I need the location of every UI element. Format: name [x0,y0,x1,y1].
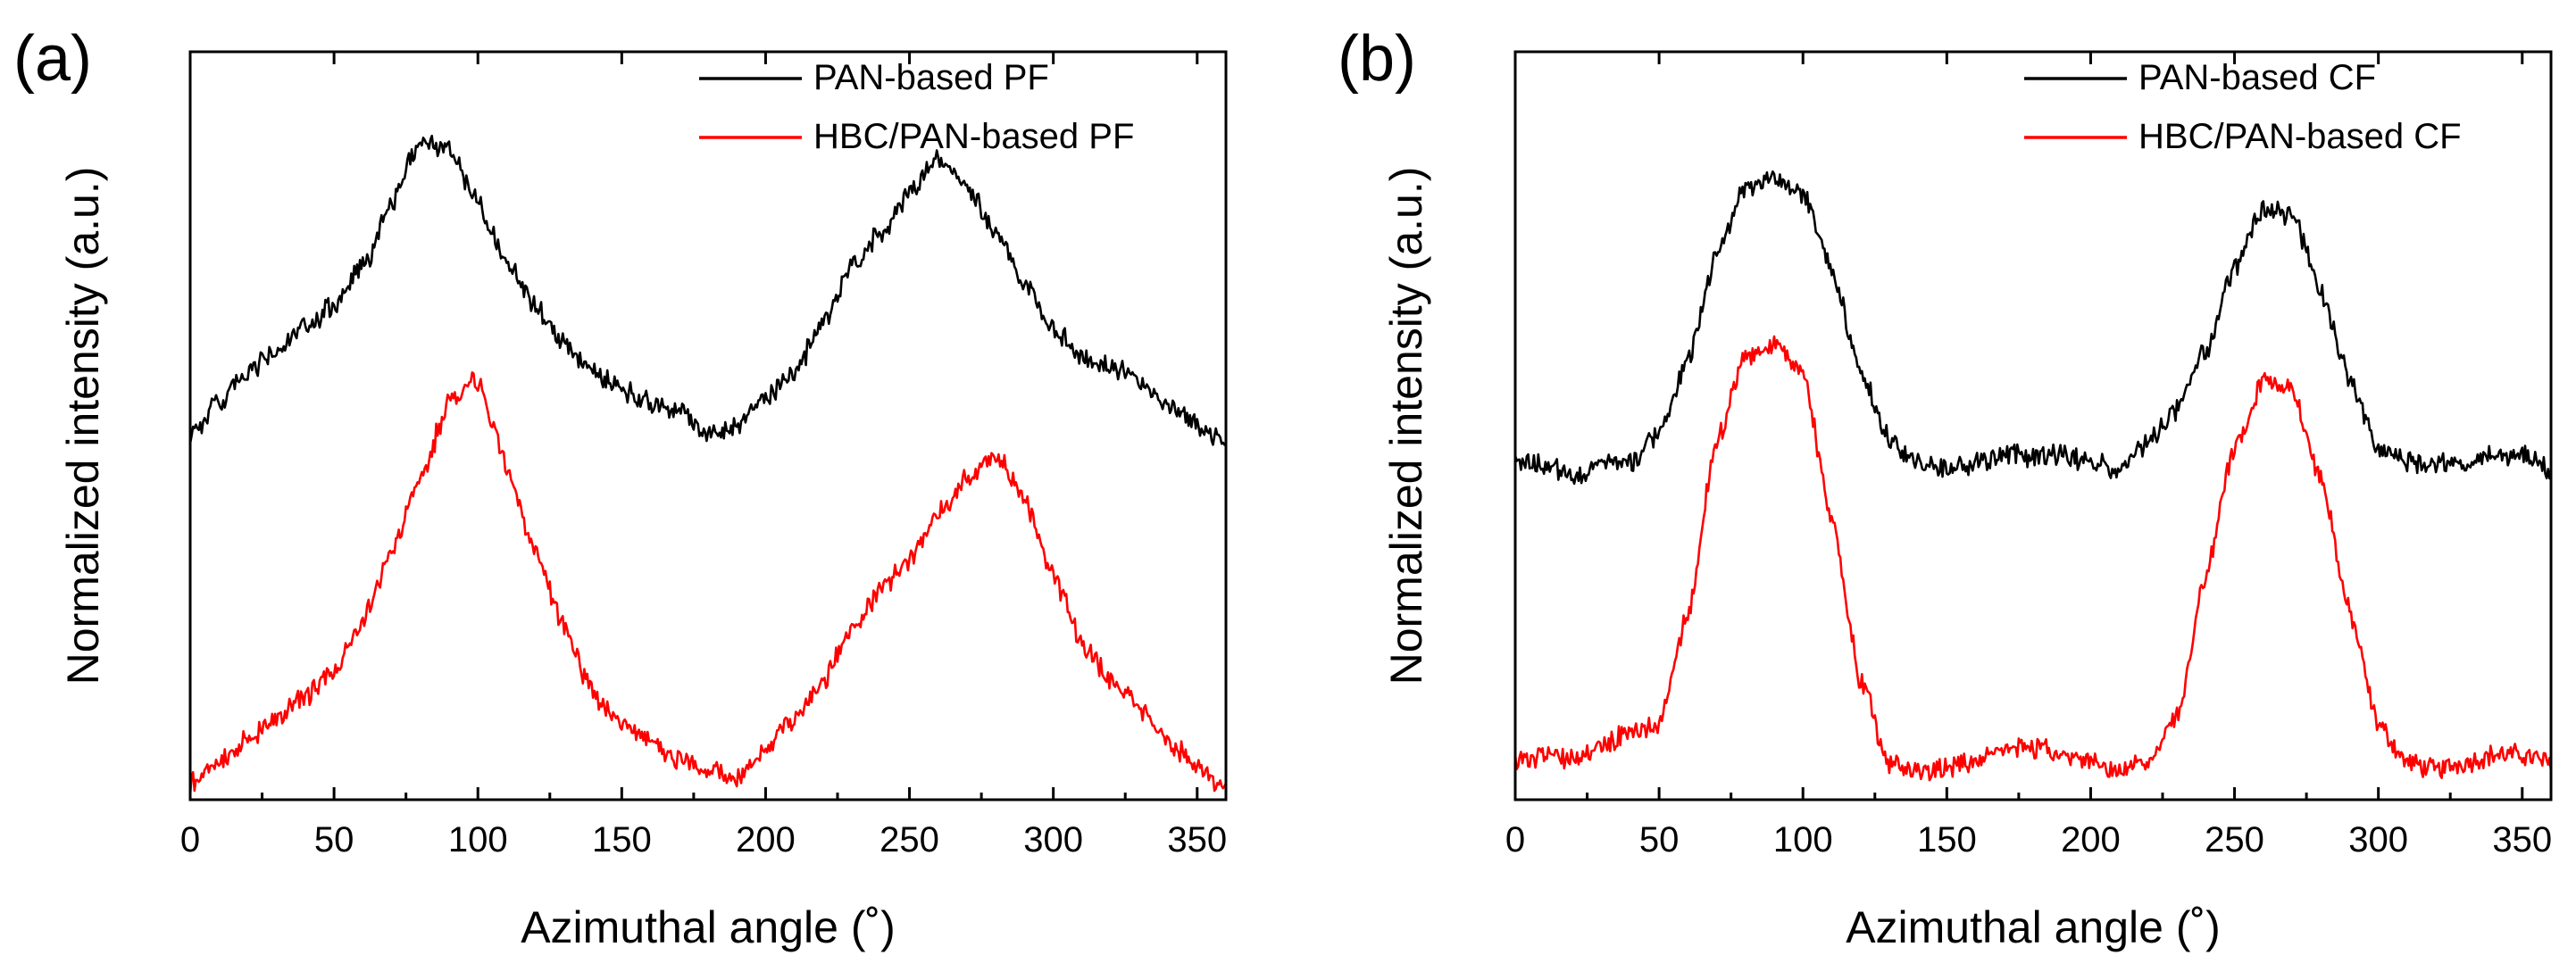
x-tick-label: 150 [1917,820,1977,860]
x-tick-label: 350 [2492,820,2552,860]
legend-label: HBC/PAN-based PF [813,117,1134,156]
panel-label: (a) [13,23,92,95]
x-tick-label: 300 [2348,820,2408,860]
y-axis-title: Normalized intensity (a.u.) [58,167,108,685]
panel-label: (b) [1338,23,1416,95]
x-tick-label: 200 [2061,820,2121,860]
x-tick-label: 150 [592,820,652,860]
x-tick-label: 250 [2205,820,2264,860]
x-axis-title: Azimuthal angle (˚) [521,902,896,952]
x-tick-label: 100 [1773,820,1833,860]
x-tick-label: 250 [880,820,939,860]
x-tick-label: 350 [1167,820,1227,860]
plot-frame [1513,50,2553,801]
x-tick-label: 0 [1505,820,1525,860]
series-line-1 [188,134,1228,446]
series-line-2 [188,371,1228,795]
chart-panel-b: (b) 0 50 100 150 200 250 300 350 Azimuthal angle … [1338,23,2553,952]
x-tick-label: 100 [448,820,508,860]
x-tick-label: 50 [314,820,354,860]
plot-frame [188,50,1228,801]
x-tick-label: 300 [1023,820,1083,860]
x-axis-title: Azimuthal angle (˚) [1846,902,2221,952]
legend-label: HBC/PAN-based CF [2138,117,2462,156]
series-line-1 [1513,170,2552,486]
chart-panel-a: (a) 0 50 100 150 200 250 300 350 Azimuthal angle … [13,23,1228,952]
y-axis-title: Normalized intensity (a.u.) [1381,167,1431,685]
legend-label: PAN-based PF [813,58,1049,97]
x-tick-label: 50 [1639,820,1680,860]
x-tick-label: 0 [180,820,200,860]
series-line-2 [1513,335,2553,782]
legend-label: PAN-based CF [2138,58,2376,97]
x-tick-label: 200 [736,820,796,860]
